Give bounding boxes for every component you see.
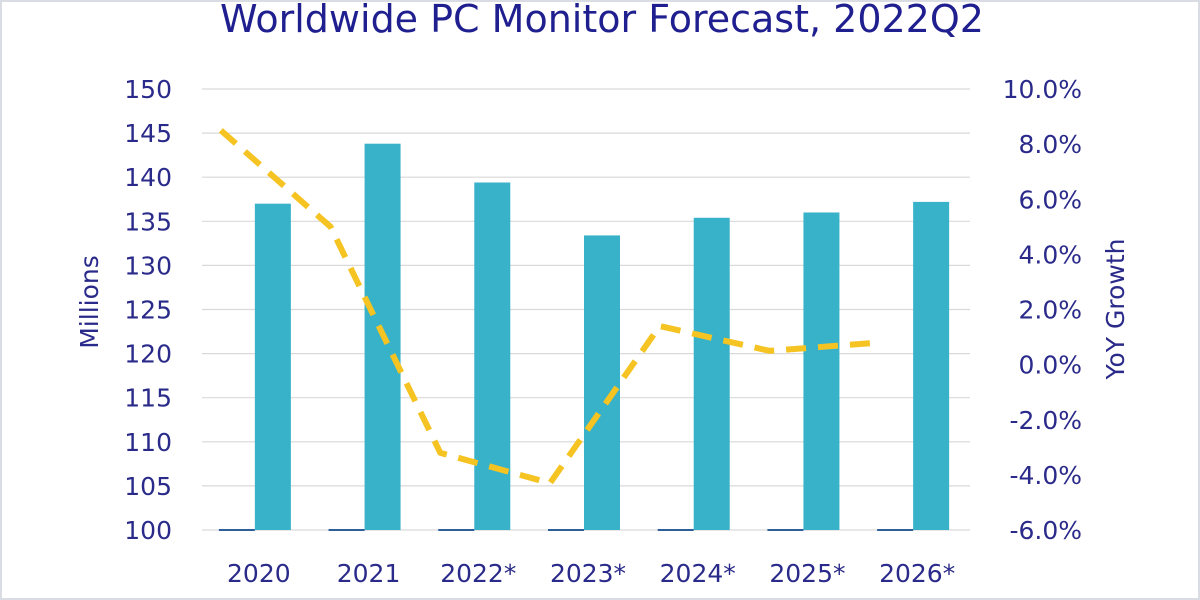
y-tick-left: 135 (124, 207, 172, 236)
y-tick-left: 105 (124, 472, 172, 501)
x-tick: 2022* (440, 559, 516, 588)
y-tick-right: 0.0% (1018, 351, 1082, 380)
bar (803, 212, 840, 531)
x-tick: 2024* (660, 559, 736, 588)
line-layer (218, 128, 880, 487)
y-tick-left: 110 (124, 428, 172, 457)
bar (474, 182, 511, 530)
x-tick: 2026* (879, 559, 955, 588)
y-axis-title-right: YoY Growth (1101, 239, 1130, 381)
y-tick-left: 150 (124, 75, 172, 104)
y-tick-left: 115 (124, 384, 172, 413)
y-tick-left: 145 (124, 119, 172, 148)
y-tick-left: 120 (124, 340, 172, 369)
y-tick-right: -4.0% (1009, 461, 1082, 490)
y-tick-left: 100 (124, 516, 172, 545)
y-tick-right: 4.0% (1018, 240, 1082, 269)
bar (913, 201, 950, 530)
bar (693, 217, 730, 530)
y-tick-left: 125 (124, 296, 172, 325)
yoy-growth-line (218, 128, 880, 487)
y-tick-right: -2.0% (1009, 406, 1082, 435)
x-tick: 2021 (337, 559, 401, 588)
y-tick-right: 6.0% (1018, 185, 1082, 214)
y-tick-right: 2.0% (1018, 296, 1082, 325)
y-tick-right: -6.0% (1009, 516, 1082, 545)
bar (254, 203, 291, 530)
bar (584, 235, 620, 531)
y-axis-title-left: Millions (75, 255, 104, 349)
y-tick-right: 10.0% (1003, 75, 1082, 104)
x-tick: 2020 (227, 559, 291, 588)
y-tick-right: 8.0% (1018, 130, 1082, 159)
x-tick: 2025* (769, 559, 845, 588)
x-tick: 2023* (550, 559, 626, 588)
chart-title: Worldwide PC Monitor Forecast, 2022Q2 (220, 2, 984, 41)
y-tick-left: 140 (124, 163, 172, 192)
y-tick-left: 130 (124, 251, 172, 280)
bar-layer (218, 143, 950, 531)
axis-layer: 100 105 110 115 120 125 130 135 140 145 150 -6.0% -4… (124, 75, 1082, 588)
